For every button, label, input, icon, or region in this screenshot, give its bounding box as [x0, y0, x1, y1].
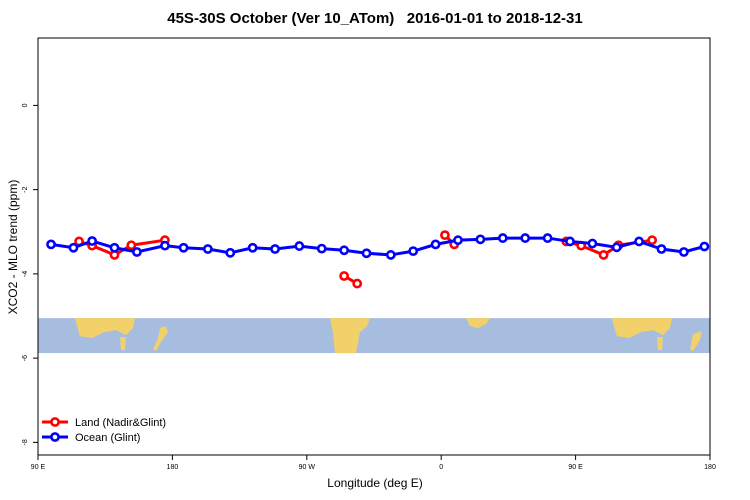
- y-axis: 0 -2 -4 -6 -8: [22, 103, 38, 445]
- data-point: [132, 247, 142, 257]
- y-tick-label: -2: [22, 186, 29, 192]
- data-point: [339, 271, 350, 281]
- data-point: [440, 230, 450, 241]
- legend-label: Land (Nadir&Glint): [75, 417, 166, 429]
- data-point: [225, 247, 236, 258]
- data-point: [352, 278, 363, 289]
- data-point: [247, 242, 258, 253]
- y-tick-label: -6: [22, 355, 29, 361]
- data-point: [316, 243, 327, 254]
- y-tick-label: -8: [22, 439, 29, 445]
- plot-border: [37, 37, 711, 456]
- data-point: [520, 233, 531, 243]
- data-point: [126, 240, 137, 251]
- data-point: [647, 235, 658, 246]
- x-tick-label: 0: [439, 464, 443, 471]
- legend-label: Ocean (Glint): [75, 432, 140, 444]
- data-point: [598, 250, 609, 260]
- data-point: [497, 233, 508, 243]
- x-axis-label: Longitude (deg E): [327, 476, 423, 490]
- data-point: [634, 236, 644, 247]
- data-point: [699, 241, 710, 252]
- x-tick-label: 90 W: [299, 464, 316, 471]
- africa-shape: [466, 318, 490, 329]
- x-tick-label: 90 E: [31, 464, 46, 471]
- x-tick-label: 180: [167, 464, 179, 471]
- data-point: [109, 242, 120, 253]
- tasmania-shape: [120, 337, 126, 351]
- data-point: [270, 244, 280, 254]
- data-point: [542, 233, 553, 243]
- y-axis-label: XCO2 - MLO trend (ppm): [6, 179, 20, 315]
- australia-shape: [75, 318, 135, 339]
- x-axis: 90 E 180 90 W 0 90 E 180: [31, 455, 716, 471]
- australia-shape: [612, 318, 672, 339]
- data-point: [361, 248, 372, 259]
- legend-swatch-marker: [50, 432, 60, 442]
- data-point: [430, 239, 441, 250]
- y-tick-label: 0: [22, 103, 29, 107]
- data-point: [475, 234, 486, 245]
- series-ocean: [46, 233, 710, 260]
- data-point: [565, 236, 575, 247]
- world-map-band: [38, 318, 710, 354]
- chart-title: 45S-30S October (Ver 10_ATom) 2016-01-01…: [167, 10, 583, 27]
- legend: Land (Nadir&Glint) Ocean (Glint): [42, 417, 166, 444]
- new-zealand-shape: [153, 326, 168, 352]
- data-point: [611, 242, 622, 253]
- data-point: [87, 236, 98, 246]
- data-point: [202, 244, 213, 254]
- x-tick-label: 180: [704, 464, 716, 471]
- x-tick-label: 90 E: [568, 464, 583, 471]
- data-point: [339, 245, 350, 256]
- series-layer: [46, 230, 710, 289]
- data-point: [160, 240, 170, 251]
- new-zealand-shape: [690, 331, 702, 352]
- south-america-shape: [330, 318, 370, 354]
- data-point: [408, 246, 419, 257]
- data-point: [294, 241, 305, 251]
- y-tick-label: -4: [22, 271, 29, 277]
- data-point: [678, 247, 689, 257]
- map-ocean: [38, 318, 710, 354]
- data-point: [453, 235, 463, 246]
- data-point: [656, 244, 667, 254]
- data-point: [587, 238, 598, 249]
- plot-frame: [37, 37, 711, 456]
- data-point: [68, 242, 79, 253]
- data-point: [385, 250, 396, 260]
- tasmania-shape: [657, 337, 663, 351]
- data-point: [178, 242, 189, 253]
- data-point: [46, 239, 56, 250]
- legend-swatch-marker: [50, 417, 60, 427]
